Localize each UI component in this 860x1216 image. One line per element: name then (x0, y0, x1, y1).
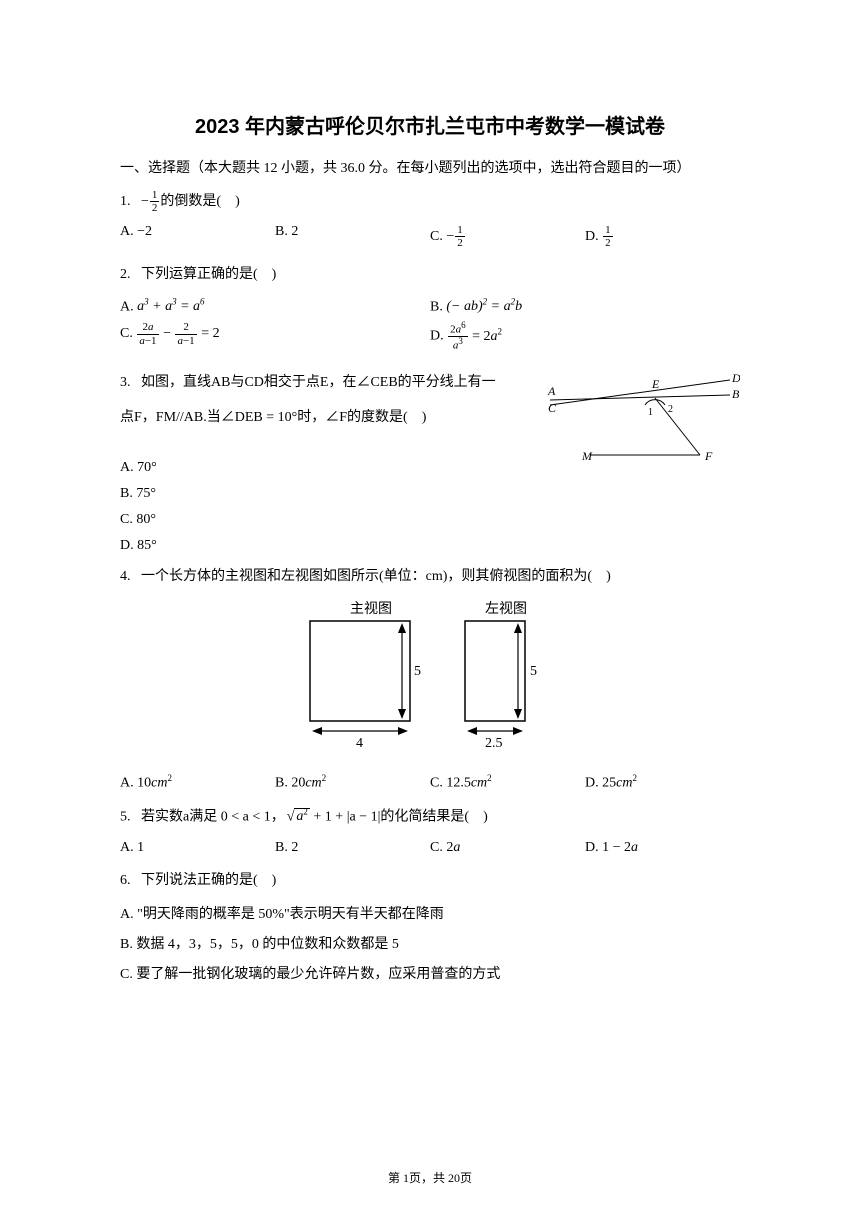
q5-opt-d: D. 1 − 2a (585, 840, 740, 856)
q5-opt-a: A. 1 (120, 840, 275, 856)
question-2: 2. 下列运算正确的是( ) (120, 262, 740, 287)
sqrt-a2: √a2 (285, 804, 310, 830)
q2-options: A. a3 + a3 = a6 B. (− ab)2 = a2b C. 2aa−… (120, 297, 740, 358)
q2-num: 2. (120, 267, 131, 282)
q1-opt-d: D. 12 (585, 224, 740, 249)
figure-q3: A B C D E F M 1 2 (540, 370, 740, 460)
q1-num: 1. (120, 194, 131, 209)
q2-opt-a: A. a3 + a3 = a6 (120, 297, 430, 316)
q4-dim5-2: 5 (530, 664, 537, 679)
q5-num: 5. (120, 809, 131, 824)
q4-dim5-1: 5 (414, 664, 421, 679)
frac-1-2-c: 12 (455, 224, 465, 249)
q6-options: A. "明天降雨的概率是 50%"表示明天有半天都在降雨 B. 数据 4，3，5… (120, 903, 740, 983)
q2-a-l: A. (120, 299, 137, 314)
q2-opt-b: B. (− ab)2 = a2b (430, 297, 740, 316)
q6-opt-b: B. 数据 4，3，5，5，0 的中位数和众数都是 5 (120, 933, 740, 953)
q2-b-expr: (− ab)2 = a2b (446, 299, 522, 314)
q3-label-2: 2 (668, 404, 673, 415)
q3-label-d: D (731, 371, 740, 385)
q3-num: 3. (120, 375, 131, 390)
q3-opt-b: B. 75° (120, 486, 740, 502)
q2-text: 下列运算正确的是( ) (141, 267, 276, 282)
q3-options: A. 70° B. 75° C. 80° D. 85° (120, 460, 740, 554)
question-3-row: 3. 如图，直线AB与CD相交于点E，在∠CEB的平分线上有一 点F，FM//A… (120, 370, 740, 460)
q3-line1: 如图，直线AB与CD相交于点E，在∠CEB的平分线上有一 (141, 375, 496, 390)
frac-2a-a1: 2aa−1 (137, 321, 158, 346)
q4-opt-a: A. 10cm2 (120, 773, 275, 792)
q3-line2: 点F，FM//AB.当∠DEB = 10°时，∠F的度数是( ) (120, 405, 530, 430)
q5-mid: + 1 + |a − 1|的化简结果是( ) (310, 809, 488, 824)
q6-text: 下列说法正确的是( ) (141, 873, 276, 888)
q5-opt-c: C. 2a (430, 840, 585, 856)
q5-options: A. 1 B. 2 C. 2a D. 1 − 2a (120, 840, 740, 856)
frac-1-2: 12 (150, 189, 160, 214)
q2-b-l: B. (430, 299, 446, 314)
q4-opt-c: C. 12.5cm2 (430, 773, 585, 792)
q1-prefix: − (141, 194, 149, 209)
q3-label-b: B (732, 387, 740, 401)
page-footer: 第 1页，共 20页 (0, 1169, 860, 1186)
section-header: 一、选择题（本大题共 12 小题，共 36.0 分。在每小题列出的选项中，选出符… (120, 157, 740, 177)
frac-1-2-d: 12 (603, 224, 613, 249)
q3-label-f: F (704, 449, 713, 460)
page-title: 2023 年内蒙古呼伦贝尔市扎兰屯市中考数学一模试卷 (120, 110, 740, 139)
q6-opt-c: C. 要了解一批钢化玻璃的最少允许碎片数，应采用普查的方式 (120, 963, 740, 983)
q6-opt-a: A. "明天降雨的概率是 50%"表示明天有半天都在降雨 (120, 903, 740, 923)
q3-opt-d: D. 85° (120, 538, 740, 554)
q4-opt-b: B. 20cm2 (275, 773, 430, 792)
q1-d-prefix: D. (585, 229, 602, 244)
q4-options: A. 10cm2 B. 20cm2 C. 12.5cm2 D. 25cm2 (120, 773, 740, 792)
q4-text: 一个长方体的主视图和左视图如图所示(单位：cm)，则其俯视图的面积为( ) (141, 569, 611, 584)
q6-num: 6. (120, 873, 131, 888)
q3-label-m: M (581, 449, 593, 460)
q1-opt-a: A. −2 (120, 224, 275, 249)
q2-c-r: = 2 (198, 326, 220, 341)
q4-opt-d: D. 25cm2 (585, 773, 740, 792)
q1-options: A. −2 B. 2 C. −12 D. 12 (120, 224, 740, 249)
q4-num: 4. (120, 569, 131, 584)
figure-q4-wrap: 主视图 左视图 5 4 5 2.5 (120, 599, 740, 759)
q1-opt-c: C. −12 (430, 224, 585, 249)
q3-opt-c: C. 80° (120, 512, 740, 528)
question-5: 5. 若实数a满足 0 < a < 1，√a2 + 1 + |a − 1|的化简… (120, 804, 740, 830)
q1-c-prefix: C. − (430, 229, 454, 244)
q3-label-c: C (548, 401, 557, 415)
q2-d-r: = 2a2 (469, 329, 502, 344)
q5-opt-b: B. 2 (275, 840, 430, 856)
frac-2-a1: 2a−1 (175, 321, 196, 346)
q4-left-label: 左视图 (485, 601, 527, 617)
q2-opt-d: D. 2a6a3 = 2a2 (430, 321, 740, 352)
q3-label-e: E (651, 377, 660, 391)
question-1: 1. −12的倒数是( ) (120, 189, 740, 214)
q1-suffix: 的倒数是( ) (160, 194, 239, 209)
q4-dim25: 2.5 (485, 736, 503, 751)
q2-opt-c: C. 2aa−1 − 2a−1 = 2 (120, 321, 430, 352)
q2-d-l: D. (430, 329, 447, 344)
q3-opt-a: A. 70° (120, 460, 740, 476)
q4-dim4: 4 (356, 736, 363, 751)
q2-a-expr: a3 + a3 = a6 (137, 299, 204, 314)
q4-front-label: 主视图 (350, 601, 392, 617)
figure-q4: 主视图 左视图 5 4 5 2.5 (290, 599, 570, 754)
q1-opt-b: B. 2 (275, 224, 430, 249)
question-4: 4. 一个长方体的主视图和左视图如图所示(单位：cm)，则其俯视图的面积为( ) (120, 564, 740, 589)
question-6: 6. 下列说法正确的是( ) (120, 868, 740, 893)
q5-prefix: 若实数a满足 0 < a < 1， (141, 809, 285, 824)
q2-c-l: C. (120, 326, 136, 341)
frac-2a6-a3: 2a6a3 (448, 321, 468, 352)
question-3: 3. 如图，直线AB与CD相交于点E，在∠CEB的平分线上有一 (120, 370, 530, 395)
q3-label-a: A (547, 384, 556, 398)
q3-label-1: 1 (648, 407, 653, 418)
